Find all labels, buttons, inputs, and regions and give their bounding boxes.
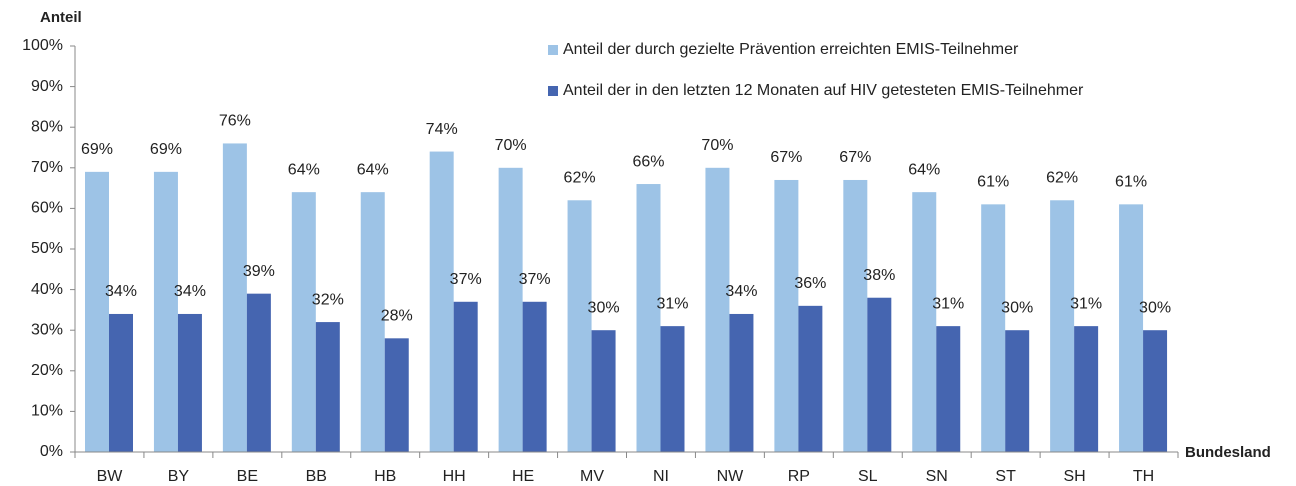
bar [729, 313, 754, 452]
x-tick-label: RP [788, 468, 810, 485]
bar [705, 167, 730, 453]
value-label: 67% [770, 149, 802, 166]
bar [912, 192, 937, 452]
value-label: 36% [794, 275, 826, 292]
bar [315, 322, 340, 452]
x-tick-label: BE [237, 468, 258, 485]
value-label: 30% [588, 299, 620, 316]
bar [936, 326, 961, 452]
bar [1005, 330, 1030, 452]
y-tick-label: 20% [31, 362, 63, 379]
bar [798, 305, 823, 452]
value-label: 70% [701, 137, 733, 154]
x-tick-label: HE [512, 468, 534, 485]
value-label: 70% [495, 137, 527, 154]
value-label: 64% [288, 161, 320, 178]
bar [591, 330, 616, 452]
legend-swatch [548, 86, 558, 96]
value-label: 34% [174, 283, 206, 300]
bar [867, 297, 892, 452]
x-tick-label: SH [1063, 468, 1085, 485]
bar [429, 151, 454, 452]
value-label: 31% [656, 295, 688, 312]
legend-label: Anteil der durch gezielte Prävention err… [563, 41, 1019, 58]
bar [1143, 330, 1168, 452]
value-label: 67% [839, 149, 871, 166]
bar [153, 171, 178, 453]
x-tick-label: BB [306, 468, 327, 485]
bar [1119, 204, 1144, 452]
value-label: 37% [519, 271, 551, 288]
bar [498, 167, 523, 453]
y-tick-label: 60% [31, 200, 63, 217]
bar [660, 326, 685, 452]
value-label: 37% [450, 271, 482, 288]
value-label: 30% [1001, 299, 1033, 316]
value-label: 31% [1070, 295, 1102, 312]
bar [522, 301, 547, 452]
x-tick-label: MV [580, 468, 604, 485]
bar [109, 313, 133, 452]
value-label: 69% [150, 141, 182, 158]
y-tick-label: 40% [31, 281, 63, 298]
value-label: 34% [725, 283, 757, 300]
y-tick-label: 10% [31, 403, 63, 420]
bar [360, 192, 385, 452]
y-tick-label: 50% [31, 240, 63, 257]
y-tick-label: 90% [31, 78, 63, 95]
x-axis-label: Bundesland [1185, 444, 1271, 461]
bar [384, 338, 409, 452]
value-label: 69% [81, 141, 113, 158]
bar [774, 179, 799, 453]
value-label: 74% [426, 121, 458, 138]
bar [222, 143, 247, 452]
value-label: 64% [357, 161, 389, 178]
value-label: 66% [632, 153, 664, 170]
legend-swatch [548, 45, 558, 55]
x-tick-label: SL [858, 468, 878, 485]
value-label: 62% [1046, 169, 1078, 186]
bar [453, 301, 478, 452]
value-label: 76% [219, 113, 251, 130]
x-tick-label: BY [168, 468, 190, 485]
legend-label: Anteil der in den letzten 12 Monaten auf… [563, 82, 1084, 99]
bar [177, 313, 202, 452]
x-tick-label: NW [717, 468, 745, 485]
x-tick-label: HB [374, 468, 396, 485]
y-tick-label: 70% [31, 159, 63, 176]
x-tick-label: HH [443, 468, 466, 485]
x-tick-label: TH [1133, 468, 1154, 485]
x-tick-label: BW [97, 468, 124, 485]
x-tick-label: NI [653, 468, 669, 485]
y-tick-label: 80% [31, 118, 63, 135]
y-tick-label: 0% [40, 443, 63, 460]
bar [1074, 326, 1099, 452]
value-label: 62% [564, 169, 596, 186]
value-label: 39% [243, 263, 275, 280]
y-tick-label: 100% [22, 37, 63, 54]
bar [291, 192, 316, 452]
bar [981, 204, 1006, 452]
value-label: 61% [977, 174, 1009, 191]
value-label: 34% [105, 283, 137, 300]
y-axis-label: Anteil [40, 9, 82, 26]
x-tick-label: SN [926, 468, 948, 485]
bar [85, 171, 109, 453]
bar [1050, 200, 1075, 452]
y-tick-label: 30% [31, 321, 63, 338]
bar [636, 184, 661, 453]
value-label: 38% [863, 267, 895, 284]
value-label: 61% [1115, 174, 1147, 191]
value-label: 64% [908, 161, 940, 178]
value-label: 32% [312, 291, 344, 308]
x-tick-label: ST [995, 468, 1016, 485]
value-label: 31% [932, 295, 964, 312]
value-label: 30% [1139, 299, 1171, 316]
bar [567, 200, 592, 452]
bar [843, 179, 868, 453]
value-label: 28% [381, 308, 413, 325]
bar [246, 293, 271, 452]
